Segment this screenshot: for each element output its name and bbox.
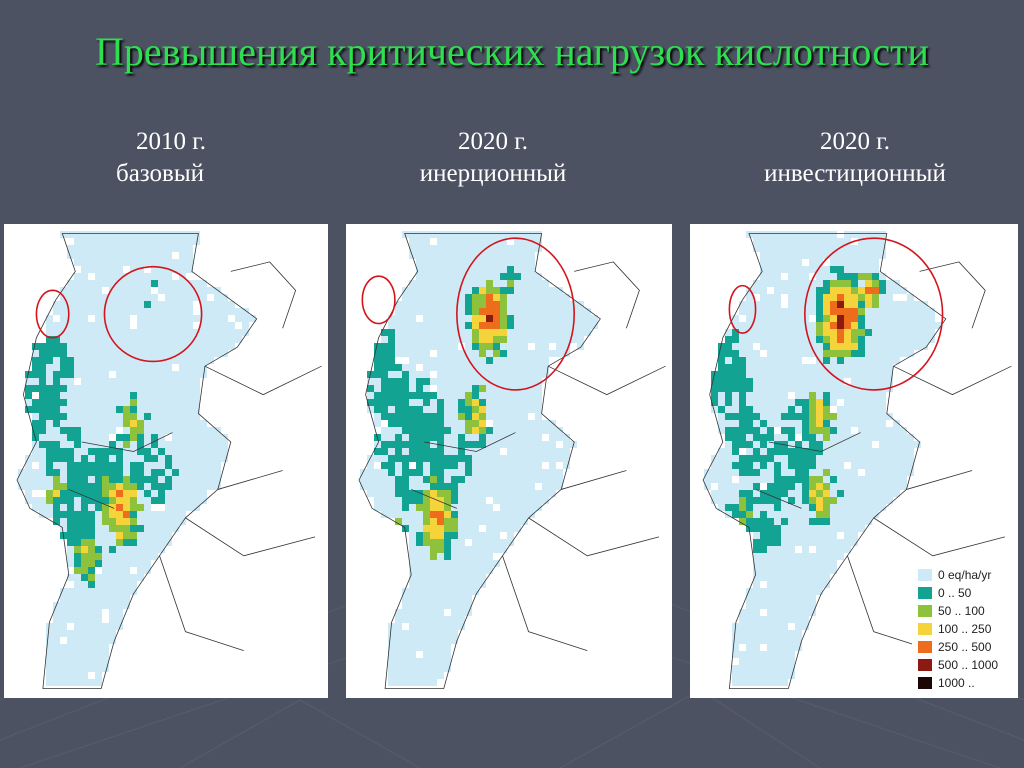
caption-map-3: 2020 г. инвестиционный <box>730 126 980 190</box>
map-2010-baseline <box>4 224 328 698</box>
caption-year: 2020 г. <box>458 128 528 155</box>
legend-label: 500 .. 1000 <box>938 658 999 672</box>
land-cells <box>360 231 598 686</box>
map-canvas-1 <box>16 231 322 689</box>
legend-item: 500 .. 1000 <box>912 656 1018 674</box>
legend-item: 250 .. 500 <box>912 638 1018 656</box>
legend-item: 50 .. 100 <box>912 602 1018 620</box>
highlight-circle <box>35 289 70 339</box>
map-legend: 0 eq/ha/yr 0 .. 50 50 .. 100 100 .. 250 … <box>912 566 1018 698</box>
legend-item: 1000 .. <box>912 674 1018 692</box>
legend-item: 100 .. 250 <box>912 620 1018 638</box>
legend-item: 0 .. 50 <box>912 584 1018 602</box>
caption-map-2: 2020 г. инерционный <box>383 126 603 190</box>
map-canvas-2 <box>358 231 666 689</box>
caption-scenario: инвестиционный <box>764 160 946 187</box>
legend-swatch <box>918 677 932 689</box>
highlight-circle <box>456 237 576 391</box>
slide-title: Превышения критических нагрузок кислотно… <box>95 29 929 74</box>
country-borders <box>358 233 666 689</box>
country-borders <box>16 233 322 689</box>
caption-year: 2010 г. <box>136 128 206 155</box>
legend-label: 0 eq/ha/yr <box>938 568 992 582</box>
country-borders <box>702 233 1012 689</box>
caption-year: 2020 г. <box>820 128 890 155</box>
highlight-circle <box>728 284 757 334</box>
land-cells <box>704 231 942 686</box>
highlight-circle <box>361 275 396 325</box>
highlight-circle <box>103 265 203 363</box>
caption-scenario: базовый <box>115 160 205 187</box>
map-2020-inertial <box>346 224 672 698</box>
caption-scenario: инерционный <box>419 160 567 187</box>
legend-swatch <box>918 641 932 653</box>
legend-swatch <box>918 623 932 635</box>
land-cells <box>18 231 256 686</box>
legend-swatch <box>918 587 932 599</box>
map-canvas-3 <box>702 231 1012 689</box>
legend-swatch <box>918 659 932 671</box>
legend-swatch <box>918 569 932 581</box>
highlight-circle <box>803 237 944 391</box>
legend-label: 1000 .. <box>938 676 975 690</box>
legend-label: 100 .. 250 <box>938 622 992 636</box>
legend-label: 250 .. 500 <box>938 640 992 654</box>
legend-label: 0 .. 50 <box>938 586 972 600</box>
legend-swatch <box>918 605 932 617</box>
legend-item: 0 eq/ha/yr <box>912 566 1018 584</box>
map-2020-investment <box>690 224 1018 698</box>
caption-map-1: 2010 г. базовый <box>80 126 240 190</box>
legend-label: 50 .. 100 <box>938 604 985 618</box>
